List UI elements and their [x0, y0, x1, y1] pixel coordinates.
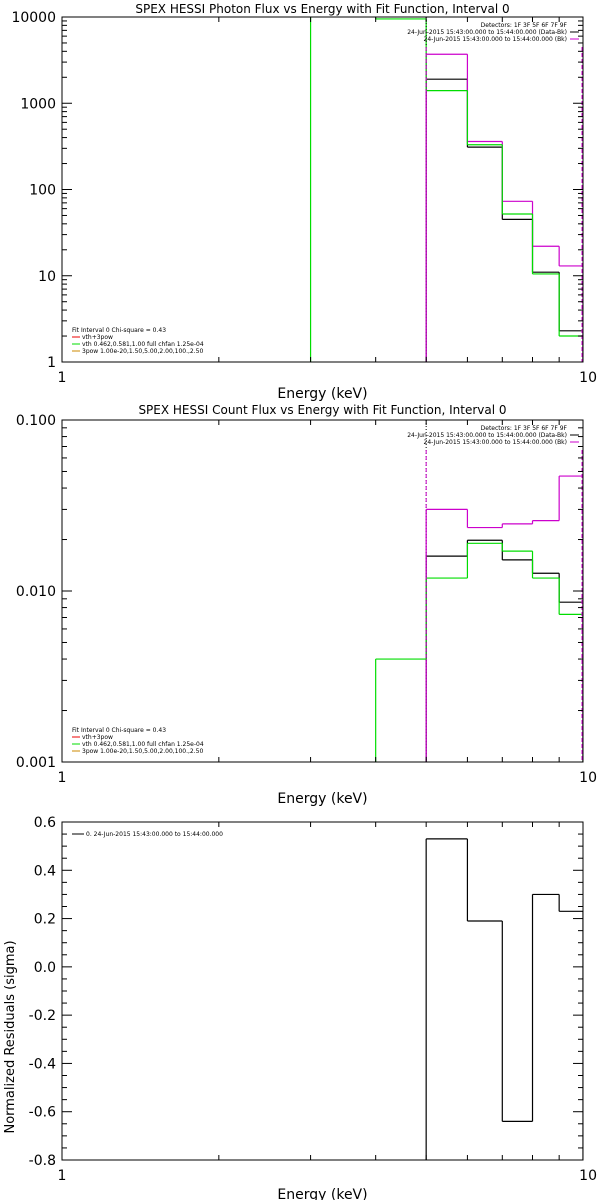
x-tick-label: 10 — [579, 1168, 597, 1184]
x-axis-label: Energy (keV) — [277, 386, 367, 402]
plot-frame — [61, 821, 584, 1161]
legend-top-entry: 24-Jun-2015 15:43:00.000 to 15:44:00.000… — [407, 29, 567, 36]
y-tick-label: 0.4 — [34, 863, 56, 879]
y-tick-label: 0.001 — [16, 755, 56, 771]
legend-bottom-entry: Fit Interval 0 Chi-square = 0.43 — [72, 727, 166, 734]
y-tick-label: 10 — [38, 269, 56, 285]
series-green — [309, 17, 583, 362]
chart-panel-1: 1 10 1 10 100 1000 10000 SPEX HESSI Photon Flux… — [11, 2, 597, 402]
y-tick-label: 1000 — [20, 96, 56, 112]
chart-panel-2: 1 10 0.001 0.010 0.100 SPEX HESSI Count Flux … — [16, 403, 597, 807]
plot-frame — [61, 419, 584, 763]
chart-title: SPEX HESSI Count Flux vs Energy with Fit… — [138, 403, 506, 417]
chart-title: SPEX HESSI Photon Flux vs Energy with Fi… — [135, 2, 509, 16]
y-tick-label: 0.2 — [34, 912, 56, 928]
x-tick-label: 1 — [58, 770, 67, 786]
x-tick-label: 1 — [58, 370, 67, 386]
legend-bottom-entry: Fit Interval 0 Chi-square = 0.43 — [72, 327, 166, 334]
y-tick-label: -0.2 — [29, 1008, 56, 1024]
x-axis-label: Energy (keV) — [277, 791, 367, 807]
x-tick-label: 10 — [579, 370, 597, 386]
y-axis-label: Normalized Residuals (sigma) — [3, 940, 18, 1133]
legend-top-entry: Detectors: 1F 3F 5F 6F 7F 9F — [481, 22, 568, 29]
y-tick-label: 1 — [47, 355, 56, 371]
legend-bottom-entry: 3pow 1.00e-20,1.50,5.00,2.00,100.,2.50 — [82, 348, 203, 355]
y-tick-label: 0.100 — [16, 413, 56, 429]
y-tick-label: -0.8 — [29, 1153, 56, 1169]
series-black — [425, 539, 583, 762]
y-tick-label: 100 — [29, 183, 56, 199]
x-axis-label: Energy (keV) — [277, 1187, 367, 1200]
legend-bottom-entry: vth+3pow — [82, 334, 113, 341]
legend-top-entry: 24-Jun-2015 15:43:00.000 to 15:44:00.000… — [407, 432, 567, 439]
legend-top-entry: 24-Jun-2015 15:43:00.000 to 15:44:00.000… — [424, 439, 567, 446]
y-tick-label: -0.4 — [29, 1056, 56, 1072]
series-black — [425, 838, 583, 1160]
legend-top-entry: 24-Jun-2015 15:43:00.000 to 15:44:00.000… — [424, 36, 567, 43]
y-tick-label: 10000 — [11, 10, 56, 26]
chart-panel-3: 1 10 -0.8 -0.6 -0.4 -0.2 0.0 0.2 0.4 0.6 Energy (k… — [3, 815, 597, 1200]
y-tick-label: 0.0 — [34, 960, 56, 976]
y-tick-label: -0.6 — [29, 1105, 56, 1121]
legend-bottom-entry: vth 0.462,0.581,1.00 full chfan 1.25e-04 — [82, 741, 204, 748]
x-tick-label: 1 — [58, 1168, 67, 1184]
series-green — [375, 542, 583, 762]
y-tick-label: 0.010 — [16, 584, 56, 600]
legend-top-entry: Detectors: 1F 3F 5F 6F 7F 9F — [481, 425, 568, 432]
legend-bottom-entry: 3pow 1.00e-20,1.50,5.00,2.00,100.,2.50 — [82, 748, 203, 755]
legend-bottom-entry: vth+3pow — [82, 734, 113, 741]
y-tick-label: 0.6 — [34, 815, 56, 831]
x-tick-label: 10 — [579, 770, 597, 786]
series-magenta — [425, 475, 583, 762]
plot-frame — [61, 16, 584, 363]
legend-bottom-entry: vth 0.462,0.581,1.00 full chfan 1.25e-04 — [82, 341, 204, 348]
legend-entry: 0. 24-Jun-2015 15:43:00.000 to 15:44:00.… — [86, 831, 223, 838]
